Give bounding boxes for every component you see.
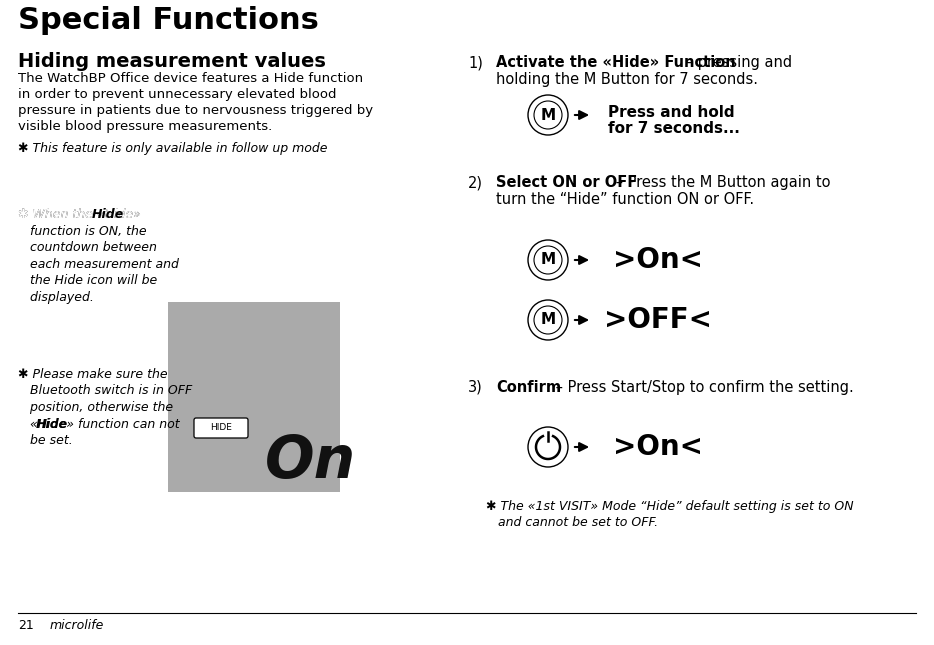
Circle shape <box>528 300 568 340</box>
Circle shape <box>528 95 568 135</box>
Circle shape <box>528 427 568 467</box>
Text: in order to prevent unnecessary elevated blood: in order to prevent unnecessary elevated… <box>18 88 336 101</box>
Text: position, otherwise the: position, otherwise the <box>18 401 173 414</box>
Text: 1): 1) <box>468 55 483 70</box>
Circle shape <box>534 306 562 334</box>
Text: – Press the M Button again to: – Press the M Button again to <box>611 175 830 190</box>
Text: Press and hold: Press and hold <box>608 105 735 120</box>
Text: M: M <box>541 312 556 328</box>
Bar <box>168 302 340 492</box>
Text: 2): 2) <box>468 175 483 190</box>
Text: Hide: Hide <box>36 417 68 430</box>
Text: ✱ When the «Hide»: ✱ When the «Hide» <box>18 208 141 221</box>
Text: Confirm: Confirm <box>496 380 561 395</box>
Text: The WatchBP Office device features a Hide function: The WatchBP Office device features a Hid… <box>18 72 363 85</box>
Text: Select ON or OFF: Select ON or OFF <box>496 175 637 190</box>
Text: M: M <box>541 108 556 123</box>
Text: Hide: Hide <box>92 208 124 221</box>
Text: for 7 seconds...: for 7 seconds... <box>608 121 740 136</box>
Circle shape <box>534 246 562 274</box>
Text: 3): 3) <box>468 380 483 395</box>
Circle shape <box>534 101 562 129</box>
Text: >On<: >On< <box>613 246 703 274</box>
Text: – Press Start/Stop to confirm the setting.: – Press Start/Stop to confirm the settin… <box>551 380 854 395</box>
Text: pressure in patients due to nervousness triggered by: pressure in patients due to nervousness … <box>18 104 373 117</box>
Text: countdown between: countdown between <box>18 241 157 254</box>
Text: the Hide icon will be: the Hide icon will be <box>18 274 157 287</box>
Text: be set.: be set. <box>18 434 73 447</box>
Text: holding the M Button for 7 seconds.: holding the M Button for 7 seconds. <box>496 72 758 87</box>
Text: Bluetooth switch is in OFF: Bluetooth switch is in OFF <box>18 384 192 397</box>
Text: 21: 21 <box>18 619 34 632</box>
Text: Hiding measurement values: Hiding measurement values <box>18 52 326 71</box>
Text: displayed.: displayed. <box>18 290 94 304</box>
Text: ✱ When the «Hide»: ✱ When the «Hide» <box>18 208 141 221</box>
Text: – pressing and: – pressing and <box>681 55 792 70</box>
Text: >OFF<: >OFF< <box>604 306 712 334</box>
Text: ✱ The «1st VISIT» Mode “Hide” default setting is set to ON: ✱ The «1st VISIT» Mode “Hide” default se… <box>486 500 854 513</box>
Text: function is ON, the: function is ON, the <box>18 224 147 237</box>
Text: «Hide» function can not: «Hide» function can not <box>18 417 179 430</box>
Text: microlife: microlife <box>50 619 105 632</box>
Text: >On<: >On< <box>613 433 703 461</box>
FancyBboxPatch shape <box>194 418 248 438</box>
Text: Activate the «Hide» Function: Activate the «Hide» Function <box>496 55 736 70</box>
Text: HIDE: HIDE <box>210 424 232 433</box>
Text: M: M <box>541 252 556 268</box>
Text: visible blood pressure measurements.: visible blood pressure measurements. <box>18 120 272 133</box>
Text: each measurement and: each measurement and <box>18 257 179 270</box>
Text: Special Functions: Special Functions <box>18 6 318 35</box>
Text: On: On <box>264 433 356 490</box>
Circle shape <box>528 240 568 280</box>
Text: ✱ This feature is only available in follow up mode: ✱ This feature is only available in foll… <box>18 142 328 155</box>
Text: and cannot be set to OFF.: and cannot be set to OFF. <box>486 516 658 529</box>
Text: ✱ Please make sure the: ✱ Please make sure the <box>18 368 167 381</box>
Text: turn the “Hide” function ON or OFF.: turn the “Hide” function ON or OFF. <box>496 192 754 207</box>
